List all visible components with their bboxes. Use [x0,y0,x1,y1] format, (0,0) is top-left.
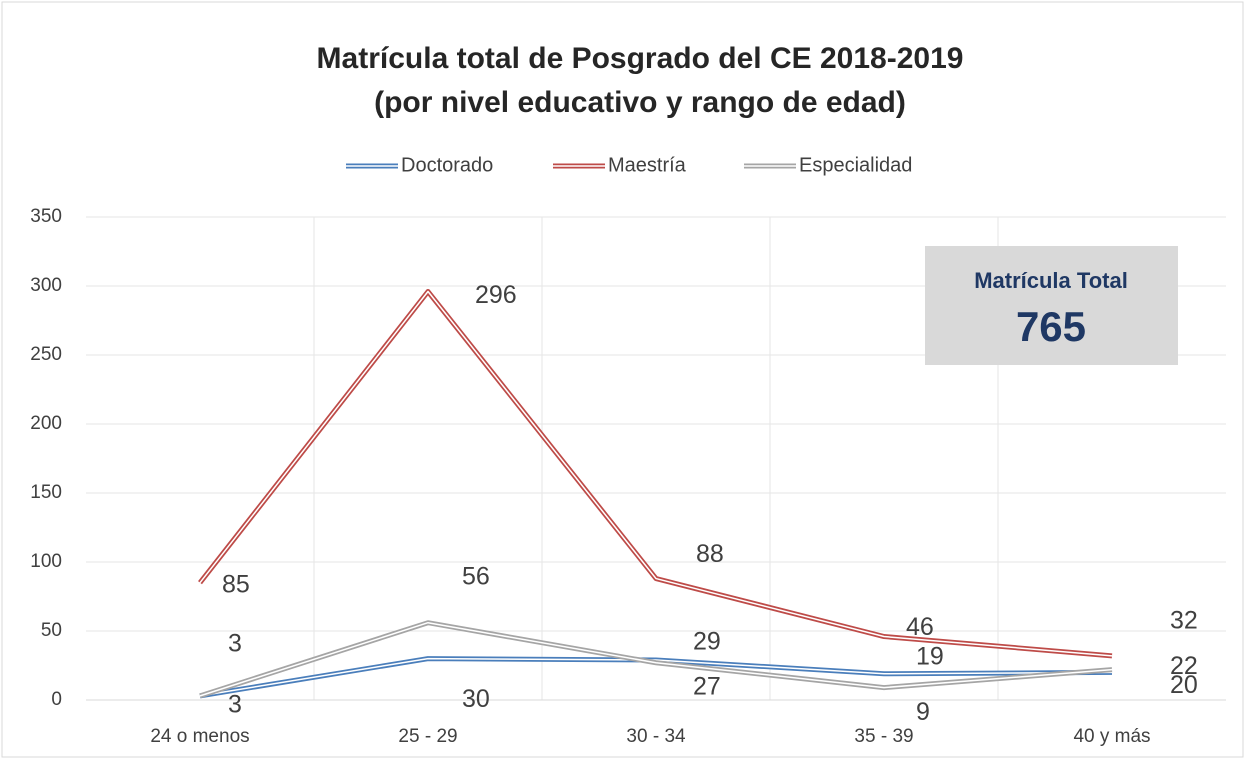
y-tick-label: 300 [30,275,62,296]
data-label: 29 [693,628,721,656]
data-label: 32 [1170,606,1198,634]
annotation-label: Matrícula Total [974,268,1128,293]
series-line-inner [199,290,1113,657]
annotation-value: 765 [1016,303,1086,350]
data-label: 9 [916,698,930,726]
x-tick-label: 30 - 34 [626,726,686,747]
data-label: 19 [916,642,944,670]
y-tick-label: 350 [30,206,62,227]
x-tick-label: 35 - 39 [854,726,913,747]
y-tick-label: 250 [30,344,62,365]
legend-label: Maestría [608,154,687,176]
annotation-box [925,246,1178,365]
data-label: 88 [696,540,724,568]
y-tick-label: 100 [30,551,62,572]
data-label: 56 [462,562,490,590]
data-label: 3 [228,629,242,657]
data-label: 3 [228,690,242,718]
chart-subtitle: (por nivel educativo y rango de edad) [374,86,906,119]
y-tick-label: 50 [41,620,62,641]
legend-label: Doctorado [401,154,493,176]
y-tick-label: 200 [30,413,62,434]
legend-label: Especialidad [799,154,912,176]
data-label: 22 [1170,652,1198,680]
y-tick-label: 150 [30,482,62,503]
data-label: 85 [222,570,250,598]
data-label: 296 [475,281,517,309]
series-line-inner [199,657,1113,697]
data-label: 27 [693,672,721,700]
data-label: 30 [462,685,490,713]
x-tick-label: 24 o menos [150,726,249,747]
series-line-inner [199,621,1113,697]
data-label: 20 [1170,671,1198,699]
chart-title: Matrícula total de Posgrado del CE 2018-… [317,42,964,75]
data-label: 46 [906,613,934,641]
y-tick-label: 0 [51,689,62,710]
x-tick-label: 25 - 29 [398,726,457,747]
x-tick-label: 40 y más [1073,726,1150,747]
